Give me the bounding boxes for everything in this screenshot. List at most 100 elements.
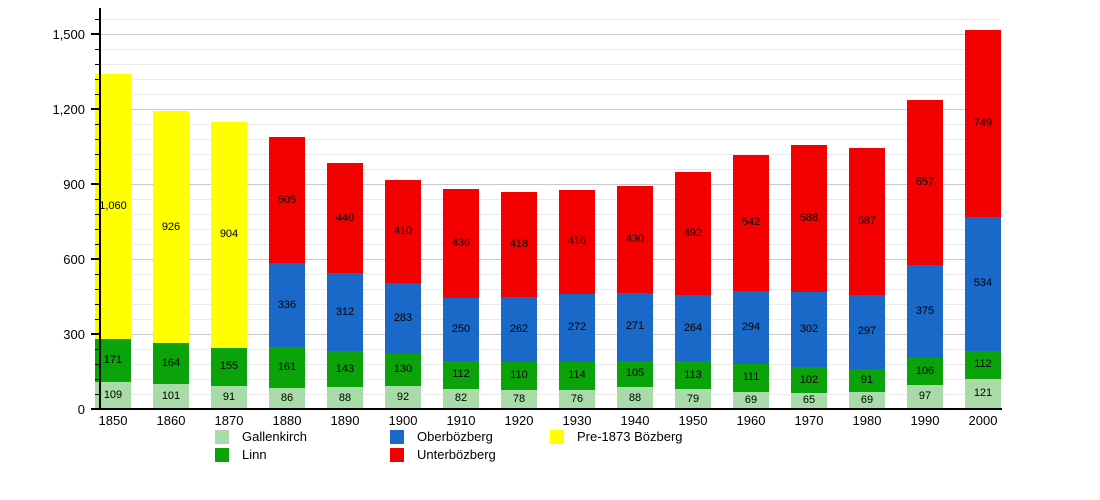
x-axis-tick-label: 1940 — [620, 413, 650, 428]
bar-segment-linn: 161 — [269, 347, 305, 388]
x-axis-tick-label: 1960 — [736, 413, 766, 428]
bar-segment-oberb-zberg: 534 — [965, 217, 1001, 351]
y-minor-tick — [95, 48, 100, 50]
bar-value-label: 88 — [628, 391, 642, 404]
bar-segment-linn: 111 — [733, 363, 769, 392]
bar-segment-unterb-zberg: 492 — [675, 172, 711, 295]
y-minor-tick — [95, 213, 100, 215]
legend-item-unterb-zberg: Unterbözberg — [390, 447, 496, 462]
y-minor-tick — [95, 78, 100, 80]
major-gridline — [100, 259, 1001, 260]
minor-gridline — [100, 289, 1001, 290]
minor-gridline — [100, 94, 1001, 95]
stacked-bar-1960: 69 111 294 542 — [733, 155, 769, 409]
bar-segment-gallenkirch: 92 — [385, 386, 421, 410]
y-minor-tick — [95, 393, 100, 395]
y-axis-line — [99, 8, 101, 410]
y-minor-tick — [95, 198, 100, 200]
minor-gridline — [100, 64, 1001, 65]
y-minor-tick — [95, 63, 100, 65]
minor-gridline — [100, 394, 1001, 395]
bar-segment-unterb-zberg: 436 — [443, 189, 479, 298]
bar-value-label: 297 — [857, 325, 877, 338]
x-axis-tick-label: 1870 — [214, 413, 244, 428]
bar-segment-unterb-zberg: 440 — [327, 163, 363, 274]
bar-value-label: 375 — [915, 304, 935, 317]
bar-segment-linn: 102 — [791, 367, 827, 393]
x-axis-tick-label: 1930 — [562, 413, 592, 428]
bar-value-label: 110 — [510, 369, 528, 382]
bar-segment-gallenkirch: 76 — [559, 390, 595, 409]
bar-value-label: 749 — [973, 117, 993, 130]
bar-value-label: 302 — [799, 323, 819, 336]
bar-value-label: 492 — [683, 227, 703, 239]
bar-segment-unterb-zberg: 410 — [385, 180, 421, 283]
bar-value-label: 505 — [277, 193, 297, 206]
bar-segment-oberb-zberg: 312 — [327, 273, 363, 352]
legend-swatch-icon — [215, 429, 229, 444]
x-axis-tick-label: 1970 — [794, 413, 824, 428]
bar-value-label: 336 — [277, 298, 297, 311]
minor-gridline — [100, 244, 1001, 245]
bar-segment-linn: 164 — [153, 342, 189, 384]
bar-value-label: 155 — [219, 360, 239, 373]
bar-value-label: 587 — [857, 214, 877, 227]
bar-value-label: 106 — [915, 365, 935, 378]
x-axis-tick-label: 1950 — [678, 413, 708, 428]
legend-label: Pre-1873 Bözberg — [577, 429, 683, 444]
bar-segment-unterb-zberg: 542 — [733, 155, 769, 291]
minor-gridline — [100, 49, 1001, 50]
stacked-bar-2000: 121 112 534 749 — [965, 29, 1001, 409]
bar-segment-gallenkirch: 69 — [733, 391, 769, 409]
minor-gridline — [100, 139, 1001, 140]
bar-value-label: 262 — [509, 322, 529, 335]
y-major-tick — [91, 408, 100, 410]
x-axis-tick-label: 1900 — [388, 413, 418, 428]
y-axis-tick-label: 600 — [63, 251, 85, 267]
minor-gridline — [100, 19, 1001, 20]
y-minor-tick — [95, 168, 100, 170]
stacked-bar-1890: 88 143 312 440 — [327, 163, 363, 410]
y-axis-tick-label: 0 — [77, 401, 85, 417]
stacked-bar-1950: 79 113 264 492 — [675, 172, 711, 409]
x-axis-line — [97, 408, 1002, 410]
bar-segment-oberb-zberg: 271 — [617, 292, 653, 361]
y-axis-tick-label: 300 — [63, 326, 85, 342]
bar-segment-gallenkirch: 109 — [95, 381, 131, 409]
bar-value-label: 113 — [684, 368, 702, 381]
y-minor-tick — [95, 318, 100, 320]
bar-segment-linn: 143 — [327, 351, 363, 388]
minor-gridline — [100, 349, 1001, 350]
bar-value-label: 69 — [744, 393, 758, 406]
stacked-bar-1860: 101 164 926 — [153, 111, 189, 410]
bar-value-label: 436 — [451, 237, 471, 249]
bar-value-label: 264 — [683, 321, 703, 334]
y-minor-tick — [95, 243, 100, 245]
bar-value-label: 272 — [567, 321, 587, 333]
bar-segment-pre-1873-b-zberg: 926 — [153, 111, 189, 343]
legend-item-gallenkirch: Gallenkirch — [215, 429, 307, 444]
bar-segment-gallenkirch: 121 — [965, 378, 1001, 409]
stacked-bar-1930: 76 114 272 416 — [559, 189, 595, 409]
x-axis-tick-label: 1990 — [910, 413, 940, 428]
minor-gridline — [100, 79, 1001, 80]
y-major-tick — [91, 333, 100, 335]
major-gridline — [100, 34, 1001, 35]
minor-gridline — [100, 304, 1001, 305]
bar-value-label: 271 — [625, 320, 645, 333]
bar-value-label: 130 — [393, 363, 413, 376]
bar-value-label: 65 — [802, 394, 816, 407]
bar-value-label: 88 — [338, 391, 352, 404]
legend-item-oberb-zberg: Oberbözberg — [390, 429, 493, 444]
bar-segment-unterb-zberg: 588 — [791, 144, 827, 292]
bar-segment-linn: 130 — [385, 353, 421, 387]
bar-value-label: 312 — [335, 305, 355, 318]
bar-value-label: 294 — [741, 320, 761, 333]
bar-segment-gallenkirch: 82 — [443, 388, 479, 409]
bar-value-label: 1,060 — [99, 200, 127, 212]
bar-segment-unterb-zberg: 430 — [617, 185, 653, 293]
bar-value-label: 109 — [103, 388, 123, 401]
bar-value-label: 416 — [567, 235, 587, 247]
legend-swatch-icon — [215, 447, 229, 462]
